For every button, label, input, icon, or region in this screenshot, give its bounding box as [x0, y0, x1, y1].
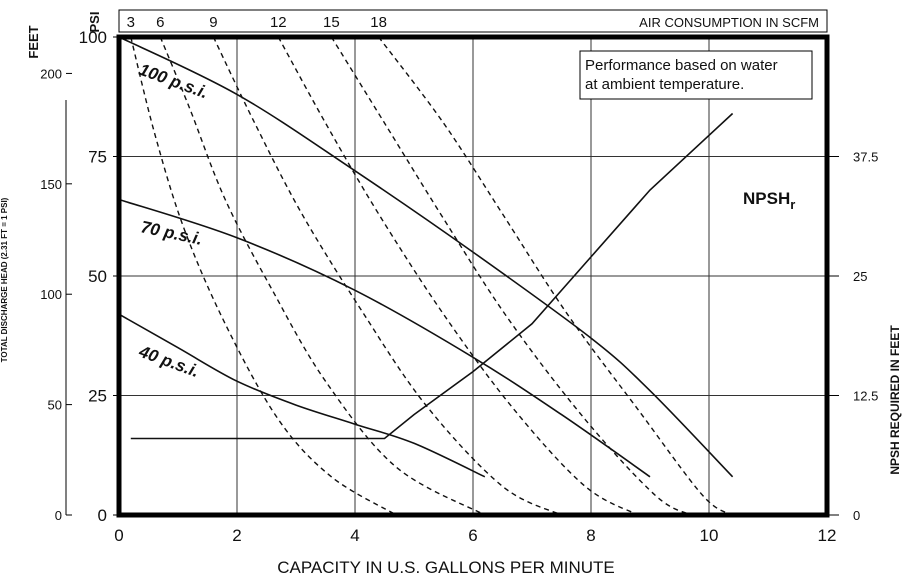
- annotation-line-1: Performance based on water: [585, 57, 778, 74]
- series-line-70-p-s-i: [118, 198, 651, 478]
- psi-axis-unit: PSI: [87, 12, 102, 33]
- psi-axis-ticks: 0 50 100 150 200: [40, 66, 72, 523]
- feet-tick-label: 50: [88, 267, 107, 286]
- feet-tick-label: 25: [88, 387, 107, 406]
- x-tick-label: 2: [232, 526, 241, 545]
- top-axis-ticks: 3 6 9 12 15 18: [127, 14, 387, 31]
- annotation-line-2: at ambient temperature.: [585, 76, 744, 93]
- performance-curves: [118, 36, 734, 478]
- x-tick-label: 6: [468, 526, 477, 545]
- npsh-tick-label: 12.5: [853, 389, 878, 404]
- x-tick-label: 0: [114, 526, 123, 545]
- top-tick-label: 18: [370, 14, 387, 31]
- air-consumption-curves: [130, 36, 733, 516]
- air-curve-12-scfm: [277, 36, 639, 516]
- x-tick-label: 4: [350, 526, 359, 545]
- top-tick-label: 9: [209, 14, 217, 31]
- series-label-70-psi: 70 p.s.i.: [139, 217, 204, 249]
- air-curve-6-scfm: [159, 36, 486, 516]
- x-axis-ticks: 0 2 4 6 8 10 12: [114, 526, 836, 545]
- series-line-100-p-s-i: [118, 36, 734, 478]
- x-tick-label: 10: [700, 526, 719, 545]
- air-curve-18-scfm: [378, 36, 733, 516]
- grid: [119, 37, 827, 515]
- npsh-axis-title: NPSH REQUIRED IN FEET: [888, 325, 902, 475]
- top-tick-label: 15: [323, 14, 340, 31]
- x-tick-label: 8: [586, 526, 595, 545]
- series-label-100-psi: 100 p.s.i.: [137, 60, 211, 102]
- top-tick-label: 6: [156, 14, 164, 31]
- feet-tick-label: 75: [88, 148, 107, 167]
- series-line-npshr: [130, 112, 734, 440]
- top-tick-label: 12: [270, 14, 287, 31]
- series-line-40-p-s-i: [118, 313, 486, 478]
- psi-axis-title: TOTAL DISCHARGE HEAD (2.31 FT = 1 PSI): [0, 197, 9, 362]
- x-axis-title: CAPACITY IN U.S. GALLONS PER MINUTE: [277, 558, 615, 575]
- x-tick-label: 12: [818, 526, 837, 545]
- psi-tick-label: 50: [48, 398, 62, 413]
- top-axis-title: AIR CONSUMPTION IN SCFM: [639, 15, 819, 30]
- air-curve-3-scfm: [130, 36, 397, 516]
- feet-tick-label: 100: [79, 28, 107, 47]
- psi-tick-label: 100: [40, 287, 62, 302]
- air-curve-15-scfm: [330, 36, 692, 516]
- feet-axis-ticks: 0 25 50 75 100: [79, 28, 119, 525]
- psi-tick-label: 150: [40, 177, 62, 192]
- psi-tick-label: 0: [55, 508, 62, 523]
- npsh-tick-label: 25: [853, 269, 867, 284]
- npsh-axis-ticks: 0 12.5 25 37.5: [827, 150, 878, 523]
- feet-axis-title: FEET: [26, 25, 41, 58]
- feet-tick-label: 0: [98, 506, 107, 525]
- series-label-npshr: NPSHr: [743, 189, 795, 212]
- npsh-tick-label: 37.5: [853, 150, 878, 165]
- annotation-box: [579, 50, 813, 100]
- top-tick-label: 3: [127, 14, 135, 31]
- npsh-label-main: NPSH: [743, 189, 790, 208]
- npsh-label-sub: r: [790, 197, 795, 212]
- series-label-40-psi: 40 p.s.i.: [136, 342, 202, 382]
- npsh-tick-label: 0: [853, 508, 860, 523]
- psi-tick-label: 200: [40, 66, 62, 81]
- top-axis-box: [118, 9, 828, 33]
- air-curve-9-scfm: [212, 36, 562, 516]
